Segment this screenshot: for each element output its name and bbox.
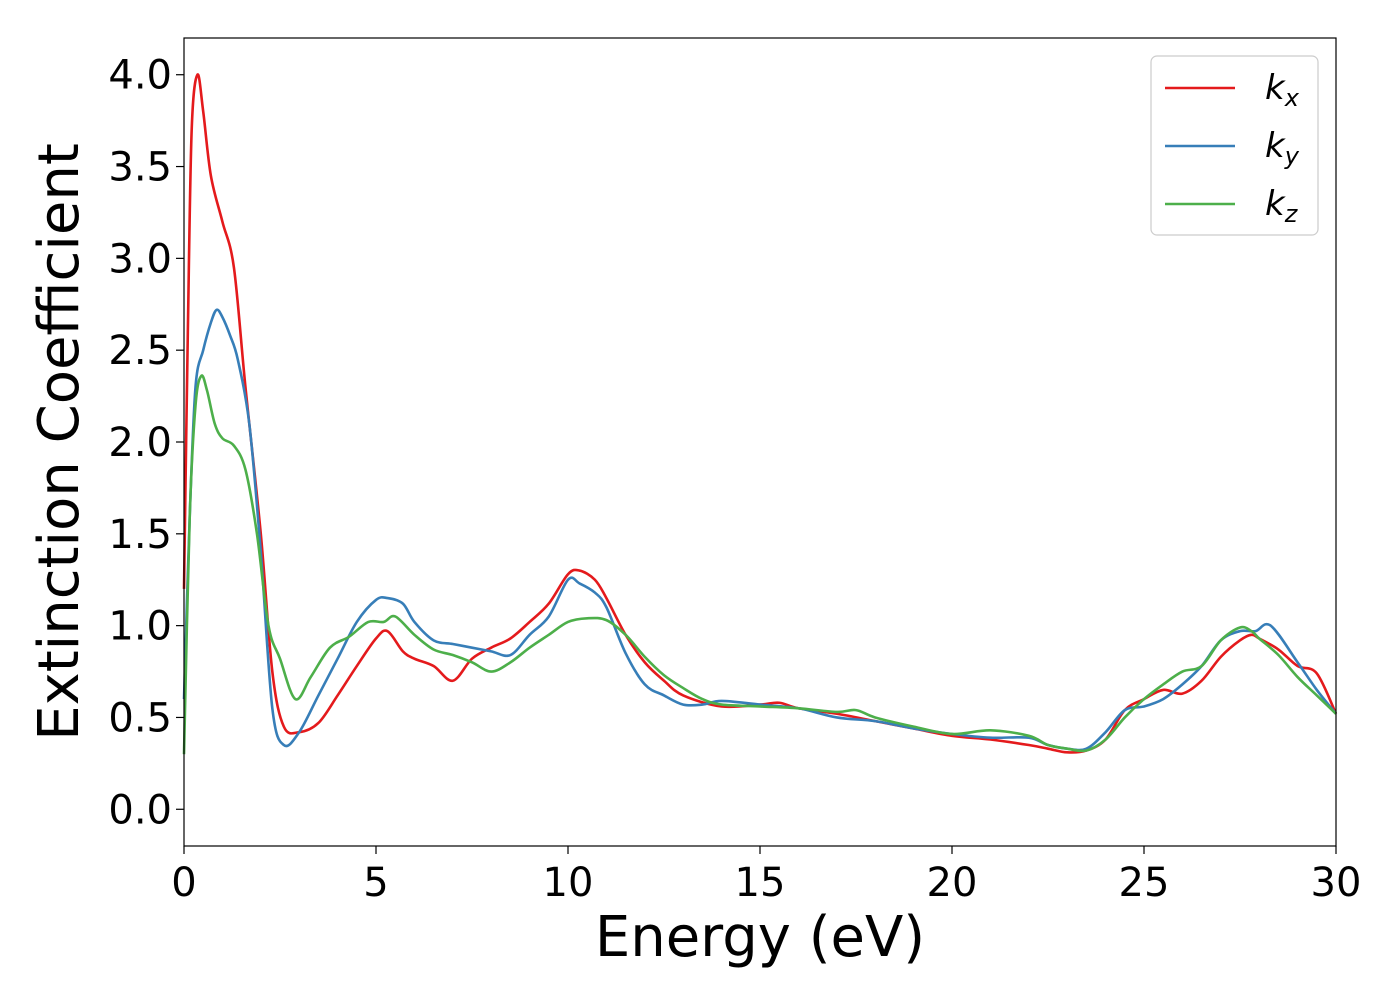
x-tick-label: 25 (1119, 860, 1170, 906)
y-tick-label: 2.5 (108, 328, 172, 374)
y-axis-label: Extinction Coefficient (27, 143, 92, 741)
y-tick-label: 1.0 (108, 604, 172, 650)
x-tick-label: 30 (1311, 860, 1362, 906)
y-tick-label: 0.0 (108, 787, 172, 833)
legend-label-ky: ky (1265, 126, 1300, 170)
legend: kx ky kz (1150, 55, 1319, 236)
y-tick-label: 1.5 (108, 512, 172, 558)
x-tick-label: 15 (735, 860, 786, 906)
x-tick-label: 10 (543, 860, 594, 906)
y-tick-label: 3.0 (108, 236, 172, 282)
legend-label-kz: kz (1265, 184, 1299, 228)
y-tick-label: 3.5 (108, 145, 172, 191)
y-tick-label: 4.0 (108, 53, 172, 99)
y-tick-label: 0.5 (108, 695, 172, 741)
axis-ticks: 0 5 10 15 20 25 30 0.0 0.5 1.0 1.5 2.0 2.5 3.0 3.5 4.0 (108, 53, 1361, 906)
x-tick-label: 5 (363, 860, 388, 906)
x-tick-label: 20 (927, 860, 978, 906)
x-axis-label: Energy (eV) (595, 905, 925, 970)
series-line-kz (182, 374, 1337, 755)
series-lines (182, 73, 1338, 755)
x-tick-label: 0 (171, 860, 196, 906)
legend-label-kx: kx (1265, 68, 1300, 112)
plot-frame (183, 37, 1337, 847)
y-tick-label: 2.0 (108, 420, 172, 466)
